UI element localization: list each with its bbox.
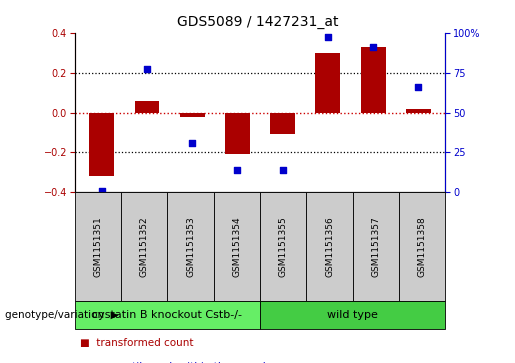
- Bar: [180, 113, 204, 117]
- Text: GSM1151355: GSM1151355: [279, 216, 288, 277]
- Point: [233, 167, 242, 173]
- Text: GSM1151357: GSM1151357: [371, 216, 381, 277]
- Text: GSM1151351: GSM1151351: [93, 216, 102, 277]
- Point: [143, 66, 151, 72]
- Text: wild type: wild type: [328, 310, 378, 320]
- Text: GDS5089 / 1427231_at: GDS5089 / 1427231_at: [177, 15, 338, 29]
- Point: [324, 34, 332, 40]
- Text: GSM1151358: GSM1151358: [418, 216, 427, 277]
- Text: GSM1151354: GSM1151354: [232, 216, 242, 277]
- Text: GSM1151356: GSM1151356: [325, 216, 334, 277]
- Point: [279, 167, 287, 173]
- Text: GSM1151353: GSM1151353: [186, 216, 195, 277]
- Text: genotype/variation  ▶: genotype/variation ▶: [5, 310, 119, 320]
- Bar: [360, 47, 386, 113]
- Bar: [406, 109, 431, 113]
- Bar: [225, 113, 250, 155]
- Text: cystatin B knockout Cstb-/-: cystatin B knockout Cstb-/-: [92, 310, 243, 320]
- Point: [188, 140, 196, 146]
- Point: [369, 44, 377, 50]
- Text: GSM1151352: GSM1151352: [140, 216, 149, 277]
- Text: ■  transformed count: ■ transformed count: [80, 338, 193, 348]
- Point: [98, 188, 106, 194]
- Bar: [316, 53, 340, 113]
- Point: [414, 84, 422, 90]
- Text: ■  percentile rank within the sample: ■ percentile rank within the sample: [80, 362, 272, 363]
- Bar: [270, 113, 295, 135]
- Bar: [90, 113, 114, 176]
- Bar: [134, 101, 160, 113]
